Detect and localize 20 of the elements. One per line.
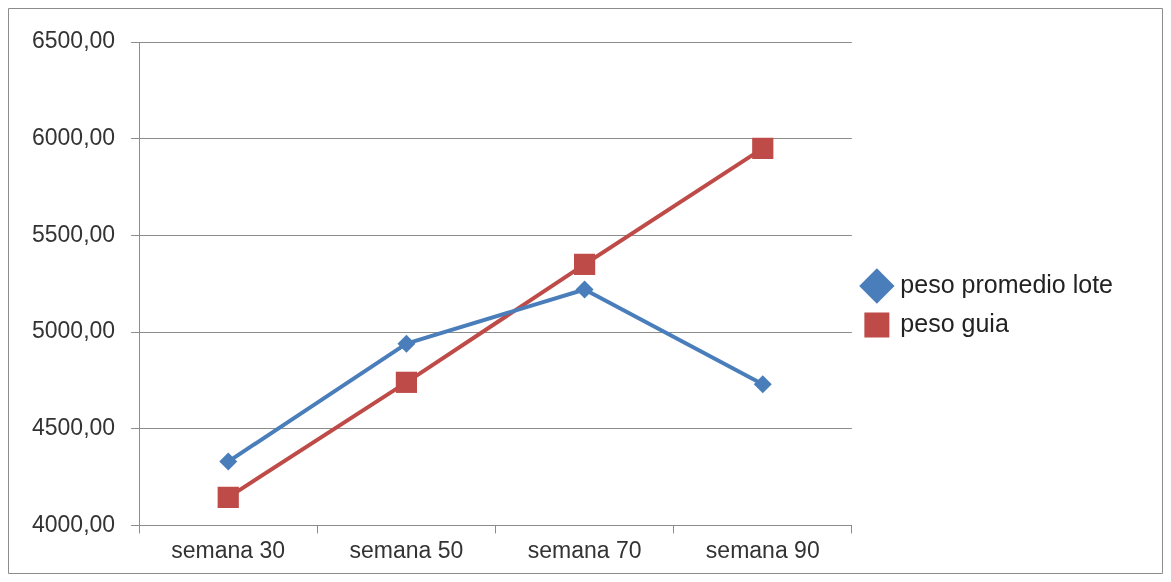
legend-label: peso guia xyxy=(900,308,1009,337)
point xyxy=(753,375,772,394)
point xyxy=(217,486,239,508)
point xyxy=(395,371,418,393)
point xyxy=(752,137,774,159)
x-tick-label: semana 50 xyxy=(349,536,464,563)
x-tick-label: semana 90 xyxy=(705,536,820,563)
point xyxy=(219,452,238,471)
y-tick-label: 4500,00 xyxy=(32,414,116,441)
y-tick-label: 6000,00 xyxy=(32,124,116,151)
y-tick-label: 5500,00 xyxy=(32,220,116,247)
x-tick-label: semana 30 xyxy=(171,536,286,563)
y-tick-label: 5000,00 xyxy=(32,317,116,344)
y-tick-label: 4000,00 xyxy=(32,510,116,537)
point xyxy=(573,253,596,275)
point xyxy=(397,334,416,353)
point xyxy=(575,280,594,299)
legend-label: peso promedio lote xyxy=(900,269,1114,298)
x-tick-label: semana 70 xyxy=(527,536,642,563)
y-tick-label: 6500,00 xyxy=(32,27,116,54)
